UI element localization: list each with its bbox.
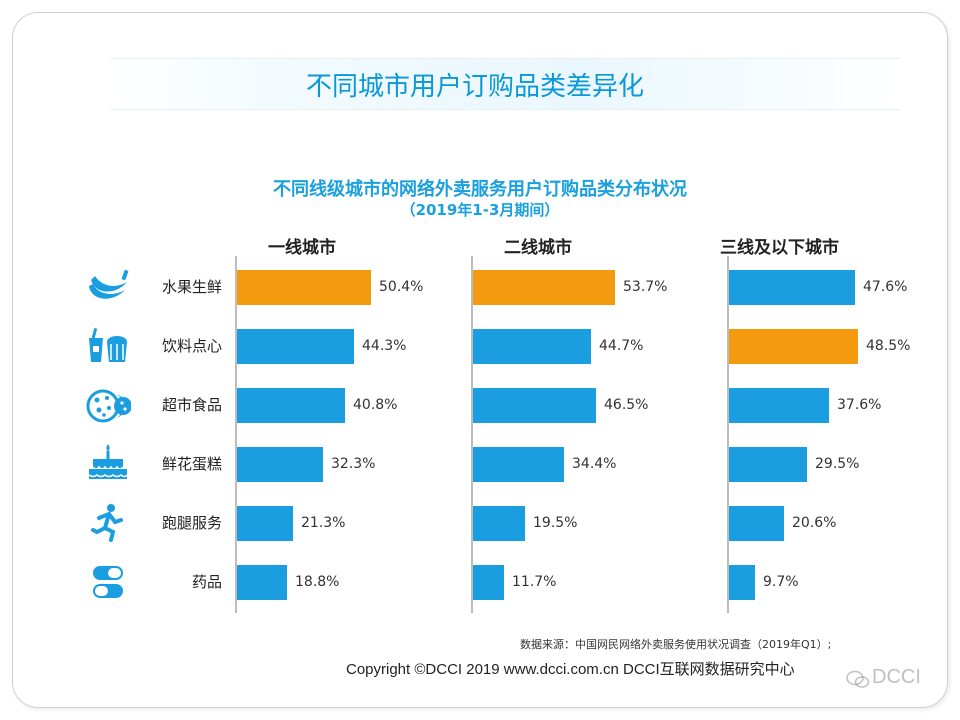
- bar-tier3-flowers-cake: [729, 447, 807, 482]
- cake-icon: [85, 442, 131, 482]
- copyright: Copyright ©DCCI 2019 www.dcci.com.cn DCC…: [346, 661, 795, 678]
- series-title-tier1: 一线城市: [268, 238, 336, 258]
- cookie-icon: [85, 384, 132, 424]
- bar-tier3-drinks: [729, 329, 858, 364]
- value-label-tier2-supermarket: 46.5%: [604, 397, 649, 413]
- value-label-tier2-medicine: 11.7%: [512, 574, 557, 590]
- bar-tier3-fruit: [729, 270, 855, 305]
- value-label-tier3-drinks: 48.5%: [866, 338, 911, 354]
- bar-tier1-supermarket: [237, 388, 345, 423]
- category-label-fruit: 水果生鲜: [161, 278, 222, 296]
- bar-tier1-errands: [237, 506, 293, 541]
- bar-tier2-errands: [473, 506, 525, 541]
- value-label-tier3-medicine: 9.7%: [763, 574, 799, 590]
- value-label-tier1-errands: 21.3%: [301, 515, 346, 531]
- value-label-tier1-fruit: 50.4%: [379, 279, 424, 295]
- axis-line-tier2: [471, 256, 473, 613]
- bar-tier1-flowers-cake: [237, 447, 323, 482]
- category-label-errands: 跑腿服务: [161, 514, 222, 532]
- chart-subtitle: （2019年1-3月期间）: [400, 201, 560, 219]
- bar-tier2-supermarket: [473, 388, 596, 423]
- value-label-tier1-supermarket: 40.8%: [353, 397, 398, 413]
- value-label-tier2-drinks: 44.7%: [599, 338, 644, 354]
- category-label-supermarket: 超市食品: [161, 396, 222, 414]
- page-title: 不同城市用户订购品类差异化: [306, 72, 645, 102]
- bar-tier3-errands: [729, 506, 784, 541]
- chart-title: 不同线级城市的网络外卖服务用户订购品类分布状况: [273, 179, 687, 200]
- series-title-tier2: 二线城市: [504, 238, 572, 258]
- value-label-tier1-drinks: 44.3%: [362, 338, 407, 354]
- bar-tier2-fruit: [473, 270, 615, 305]
- bar-tier2-drinks: [473, 329, 591, 364]
- value-label-tier1-flowers-cake: 32.3%: [331, 456, 376, 472]
- value-label-tier3-errands: 20.6%: [792, 515, 837, 531]
- value-label-tier1-medicine: 18.8%: [295, 574, 340, 590]
- value-label-tier2-errands: 19.5%: [533, 515, 578, 531]
- category-label-flowers-cake: 鲜花蛋糕: [161, 455, 222, 473]
- source-note: 数据来源：中国网民网络外卖服务使用状况调查（2019年Q1）;: [520, 638, 832, 651]
- bar-tier2-medicine: [473, 565, 504, 600]
- bar-tier1-drinks: [237, 329, 354, 364]
- value-label-tier3-flowers-cake: 29.5%: [815, 456, 860, 472]
- slide-frame: [12, 12, 948, 708]
- bar-tier3-supermarket: [729, 388, 829, 423]
- value-label-tier2-flowers-cake: 34.4%: [572, 456, 617, 472]
- value-label-tier3-fruit: 47.6%: [863, 279, 908, 295]
- axis-line-tier1: [235, 256, 237, 613]
- bar-tier1-fruit: [237, 270, 371, 305]
- watermark: DCCI: [872, 666, 921, 688]
- category-label-medicine: 药品: [191, 573, 222, 591]
- banana-icon: [85, 266, 131, 306]
- wechat-icon: [846, 670, 870, 688]
- bar-tier2-flowers-cake: [473, 447, 564, 482]
- bar-tier1-medicine: [237, 565, 287, 600]
- series-title-tier3: 三线及以下城市: [720, 238, 839, 258]
- axis-line-tier3: [727, 256, 729, 613]
- pill-icon: [85, 562, 131, 602]
- bar-tier3-medicine: [729, 565, 755, 600]
- running-person-icon: [85, 502, 131, 542]
- value-label-tier2-fruit: 53.7%: [623, 279, 668, 295]
- title-banner: [110, 58, 900, 110]
- value-label-tier3-supermarket: 37.6%: [837, 397, 882, 413]
- category-label-drinks: 饮料点心: [161, 337, 222, 355]
- drink-pastry-icon: [85, 326, 131, 366]
